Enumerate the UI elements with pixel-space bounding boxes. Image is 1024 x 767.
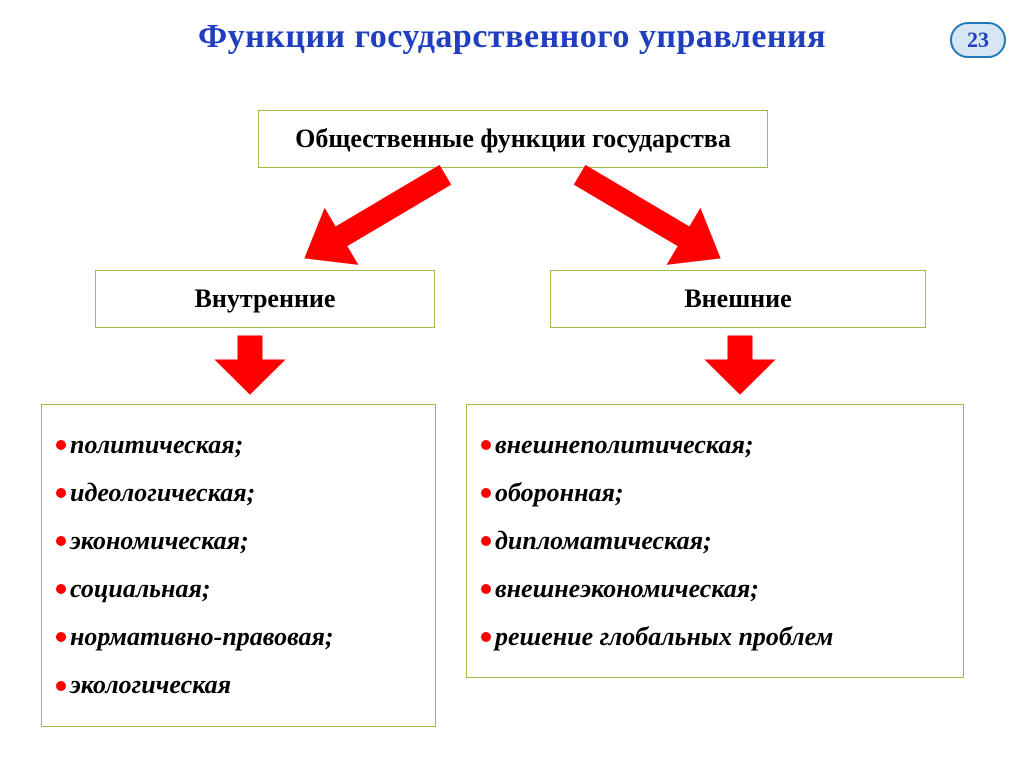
arrow-right-down xyxy=(0,0,1024,767)
